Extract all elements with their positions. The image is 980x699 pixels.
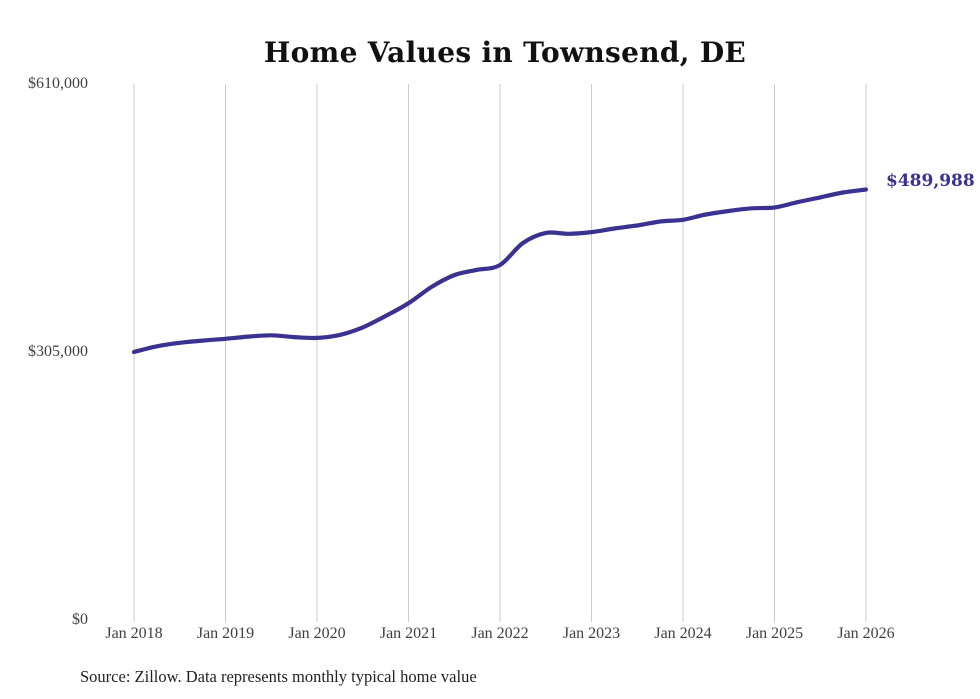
x-tick-label: Jan 2020 xyxy=(288,625,346,642)
x-tick-label: Jan 2025 xyxy=(745,625,804,642)
y-tick-label: $0 xyxy=(72,611,88,628)
x-tick-label: Jan 2022 xyxy=(471,625,529,642)
x-tick-label: Jan 2021 xyxy=(379,625,438,642)
y-tick-label: $610,000 xyxy=(28,75,88,92)
home-value-line xyxy=(131,187,869,355)
x-tick-label: Jan 2019 xyxy=(196,625,255,642)
y-tick-label: $305,000 xyxy=(28,343,88,360)
gridlines xyxy=(133,84,867,622)
x-tick-label: Jan 2024 xyxy=(654,625,712,642)
x-tick-label: Jan 2023 xyxy=(562,625,621,642)
x-tick-label: Jan 2026 xyxy=(837,625,895,642)
chart-title: Home Values in Townsend, DE xyxy=(263,36,747,69)
x-tick-label: Jan 2018 xyxy=(105,625,163,642)
source-note: Source: Zillow. Data represents monthly … xyxy=(80,667,477,686)
end-value-label: $489,988 xyxy=(886,171,975,192)
